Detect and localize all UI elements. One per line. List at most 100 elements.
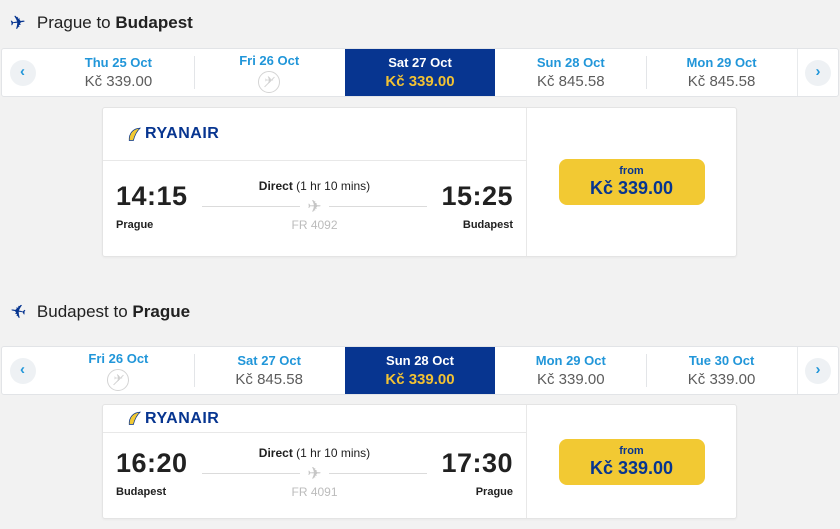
route-line: ✈ [201, 464, 428, 483]
return-flight-details: RYANAIR 16:20 Budapest Direct (1 hr 10 m… [103, 405, 526, 518]
day-price: Kč 845.58 [687, 73, 756, 90]
outbound-prev-dates-button[interactable]: ‹ [2, 49, 43, 96]
day-price: Kč 339.00 [537, 371, 605, 388]
return-title-prefix: Budapest to [36, 302, 128, 321]
day-price: Kč 339.00 [385, 371, 455, 388]
flight-number: FR 4091 [291, 485, 338, 499]
day-price: Kč 339.00 [385, 73, 455, 90]
plane-icon: ✈ [8, 11, 28, 35]
day-price: Kč 339.00 [687, 371, 756, 388]
route-middle: Direct (1 hr 10 mins) ✈ FR 4091 [188, 446, 442, 499]
day-price: Kč 339.00 [84, 73, 153, 90]
day-date: Sun 28 Oct [536, 55, 605, 70]
return-title-destination: Prague [132, 302, 191, 321]
chevron-right-icon: › [804, 357, 831, 384]
ryanair-logo-icon [128, 127, 142, 141]
route-middle: Direct (1 hr 10 mins) ✈ FR 4092 [188, 179, 442, 232]
outbound-date-carousel: ‹ Thu 25 Oct Kč 339.00 Fri 26 Oct ✈ Sat … [1, 48, 839, 97]
airline-name: RYANAIR [145, 125, 220, 142]
return-prev-dates-button[interactable]: ‹ [2, 347, 43, 394]
fare-amount: Kč 339.00 [589, 457, 674, 478]
return-select-fare-button[interactable]: from Kč 339.00 [558, 438, 705, 485]
fare-amount: Kč 339.00 [589, 178, 674, 198]
arrival-time: 17:30 [441, 447, 513, 478]
arrival-city: Prague [475, 485, 513, 498]
arrival-city: Budapest [462, 218, 513, 231]
day-date: Mon 29 Oct [535, 353, 606, 368]
departure-city: Prague [116, 218, 154, 231]
airline-row: RYANAIR [103, 108, 526, 161]
plane-icon: ✈ [264, 75, 274, 87]
ryanair-logo: RYANAIR [127, 410, 219, 428]
plane-icon: ✈ [307, 197, 322, 216]
outbound-title-destination: Budapest [115, 13, 193, 32]
arrival: 17:30 Prague [441, 448, 513, 498]
outbound-section-header: ✈ Prague to Budapest [8, 11, 840, 35]
no-flight-icon: ✈ [107, 368, 130, 391]
departure-time: 16:20 [116, 447, 188, 478]
no-flight-icon: ✈ [258, 70, 281, 93]
return-day-tab-sat-27-oct[interactable]: Sat 27 Oct Kč 845.58 [193, 347, 345, 394]
day-price: Kč 845.58 [537, 73, 605, 90]
return-flight-card: RYANAIR 16:20 Budapest Direct (1 hr 10 m… [102, 404, 737, 519]
airline-row: RYANAIR [103, 405, 526, 433]
route-segment [201, 473, 301, 474]
departure: 14:15 Prague [116, 181, 188, 231]
return-title: Budapest to Prague [37, 302, 190, 322]
flight-number: FR 4092 [291, 218, 338, 232]
departure-time: 14:15 [116, 180, 188, 211]
outbound-day-tab-thu-25-oct[interactable]: Thu 25 Oct Kč 339.00 [43, 49, 194, 96]
return-day-tab-tue-30-oct[interactable]: Tue 30 Oct Kč 339.00 [646, 347, 797, 394]
return-price-panel: from Kč 339.00 [526, 405, 736, 518]
duration-label: (1 hr 10 mins) [296, 179, 371, 193]
direct-duration: Direct (1 hr 10 mins) [259, 179, 370, 193]
day-date: Sat 27 Oct [237, 353, 301, 368]
departure-city: Budapest [116, 485, 167, 498]
direct-duration: Direct (1 hr 10 mins) [259, 446, 370, 460]
outbound-day-tab-sun-28-oct[interactable]: Sun 28 Oct Kč 845.58 [495, 49, 646, 96]
from-label: from [619, 165, 644, 177]
plane-icon: ✈ [8, 300, 28, 324]
duration-label: (1 hr 10 mins) [296, 446, 371, 460]
flight-row: 14:15 Prague Direct (1 hr 10 mins) ✈ FR … [103, 161, 526, 256]
direct-label: Direct [258, 179, 293, 193]
arrival-time: 15:25 [441, 180, 513, 211]
ryanair-logo: RYANAIR [127, 125, 219, 143]
return-day-tab-fri-26-oct[interactable]: Fri 26 Oct ✈ [43, 347, 194, 394]
outbound-title: Prague to Budapest [37, 13, 193, 33]
outbound-day-tab-fri-26-oct[interactable]: Fri 26 Oct ✈ [193, 49, 345, 96]
outbound-price-panel: from Kč 339.00 [526, 108, 736, 256]
outbound-day-tab-sat-27-oct-selected[interactable]: Sat 27 Oct Kč 339.00 [344, 49, 496, 96]
day-date: Tue 30 Oct [688, 353, 755, 368]
day-date: Fri 26 Oct [239, 52, 300, 68]
flight-row: 16:20 Budapest Direct (1 hr 10 mins) ✈ F… [103, 433, 526, 518]
direct-label: Direct [258, 446, 293, 460]
day-date: Thu 25 Oct [84, 55, 152, 70]
arrival: 15:25 Budapest [441, 181, 513, 231]
departure: 16:20 Budapest [116, 448, 188, 498]
return-next-dates-button[interactable]: › [796, 347, 838, 394]
day-date: Sun 28 Oct [386, 353, 454, 368]
route-segment [328, 206, 428, 207]
return-date-carousel: ‹ Fri 26 Oct ✈ Sat 27 Oct Kč 845.58 Sun … [1, 346, 839, 395]
return-section-header: ✈ Budapest to Prague [8, 300, 840, 324]
day-date: Mon 29 Oct [686, 55, 757, 70]
outbound-next-dates-button[interactable]: › [796, 49, 838, 96]
route-line: ✈ [201, 197, 428, 216]
day-date: Sat 27 Oct [388, 55, 452, 70]
plane-icon: ✈ [307, 464, 322, 483]
outbound-title-prefix: Prague to [36, 13, 111, 32]
return-day-tab-sun-28-oct-selected[interactable]: Sun 28 Oct Kč 339.00 [344, 347, 496, 394]
return-day-tab-mon-29-oct[interactable]: Mon 29 Oct Kč 339.00 [495, 347, 646, 394]
ryanair-logo-icon [128, 411, 142, 425]
chevron-left-icon: ‹ [9, 357, 36, 384]
route-segment [201, 206, 301, 207]
day-date: Fri 26 Oct [88, 350, 149, 366]
airline-name: RYANAIR [145, 409, 220, 427]
outbound-select-fare-button[interactable]: from Kč 339.00 [558, 159, 705, 205]
outbound-day-tab-mon-29-oct[interactable]: Mon 29 Oct Kč 845.58 [646, 49, 797, 96]
outbound-flight-details: RYANAIR 14:15 Prague Direct (1 hr 10 min… [103, 108, 526, 256]
from-label: from [619, 444, 644, 457]
outbound-flight-card: RYANAIR 14:15 Prague Direct (1 hr 10 min… [102, 107, 737, 257]
plane-icon: ✈ [113, 373, 123, 385]
